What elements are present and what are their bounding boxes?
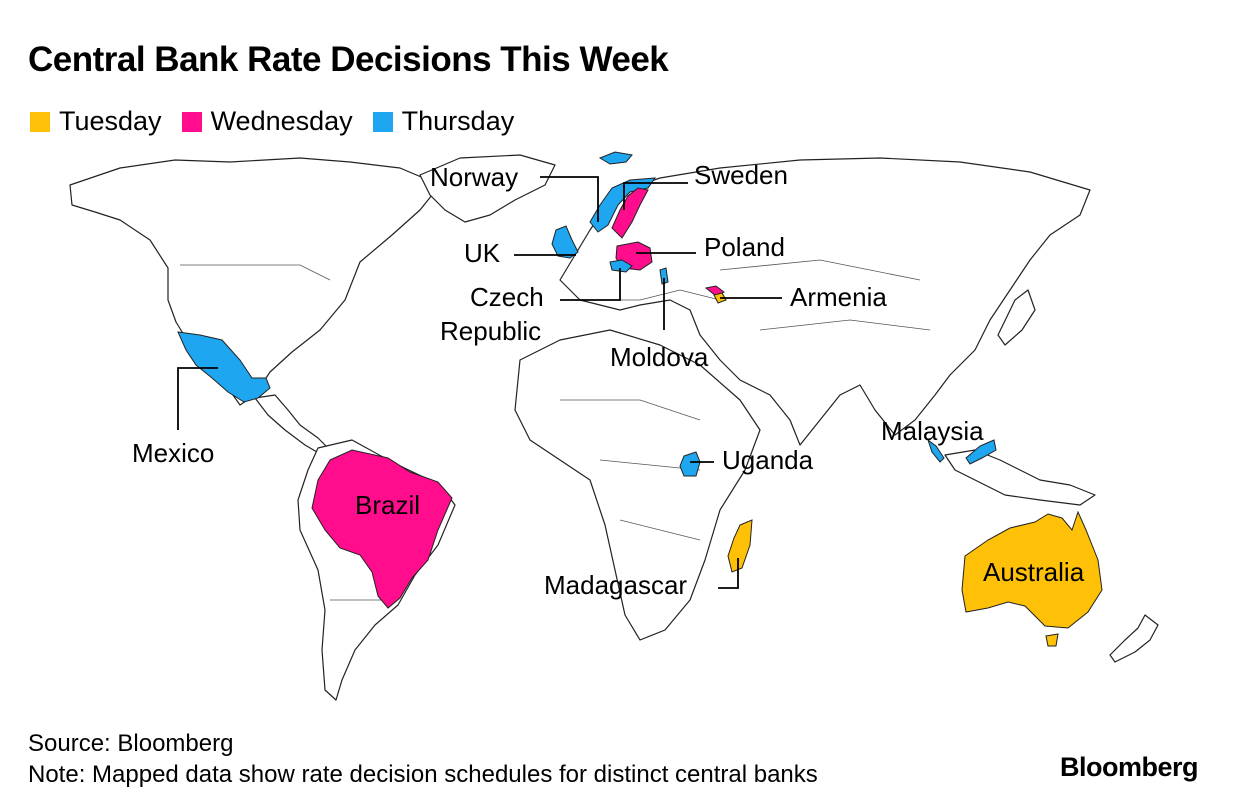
land-central-america [254,394,331,456]
highlighted-countries [177,151,1103,647]
leader-czech [560,268,621,301]
land-se-asia-islands [944,449,1096,506]
label-poland: Poland [704,232,785,262]
country-malaysia-borneo [965,439,997,465]
legend-label-wednesday: Wednesday [210,106,353,136]
legend-item-wednesday: Wednesday [181,106,353,137]
country-madagascar [727,519,753,573]
label-moldova: Moldova [610,342,709,372]
label-sweden: Sweden [694,160,788,190]
country-malaysia-peninsula [927,438,945,463]
country-norway [589,177,657,233]
legend-label-tuesday: Tuesday [59,106,162,136]
label-uk: UK [464,238,501,268]
label-australia: Australia [983,557,1085,587]
bloomberg-logo: Bloomberg [1059,752,1199,782]
legend-swatch-wednesday [181,111,202,132]
leader-norway [540,176,599,222]
legend-swatch-thursday [372,111,393,132]
country-brazil [311,449,453,609]
leader-lines [177,176,782,589]
land-eurasia [559,157,1091,446]
leader-sweden [623,182,688,210]
land-north-america [69,157,441,406]
country-tasmania [1045,633,1059,647]
footer-source: Source: Bloomberg [28,730,234,757]
leader-mexico [177,367,218,430]
label-malaysia: Malaysia [881,416,984,446]
label-norway: Norway [430,162,518,192]
country-sweden [611,187,649,239]
label-czech-line2: Republic [440,316,541,346]
leader-madagascar [718,558,739,589]
country-czech [609,259,633,273]
border-hint-asia [719,259,931,331]
label-brazil: Brazil [355,490,420,520]
legend-item-tuesday: Tuesday [30,106,162,137]
legend-swatch-tuesday [30,111,50,132]
land-greenland [419,154,556,223]
label-czech-line1: Czech [470,282,544,312]
footer-note: Note: Mapped data show rate decision sch… [28,761,818,788]
country-uganda [679,451,701,477]
country-australia [961,510,1103,629]
legend-label-thursday: Thursday [401,106,515,136]
label-mexico: Mexico [132,438,214,468]
border-hint-us-canada [180,264,331,281]
label-uganda: Uganda [722,445,814,475]
legend: Tuesday Wednesday Thursday [30,106,514,137]
land-new-zealand [1109,614,1159,663]
country-labels: Norway Sweden UK Poland Czech Republic A… [132,160,1085,600]
chart-title: Central Bank Rate Decisions This Week [28,40,669,79]
country-uk [551,225,579,259]
land-africa [514,329,761,641]
base-land [69,154,1159,701]
land-japan [997,289,1036,346]
country-svalbard [598,151,633,165]
label-armenia: Armenia [790,282,887,312]
country-moldova [659,267,669,285]
label-madagascar: Madagascar [544,570,687,600]
legend-item-thursday: Thursday [372,106,515,137]
